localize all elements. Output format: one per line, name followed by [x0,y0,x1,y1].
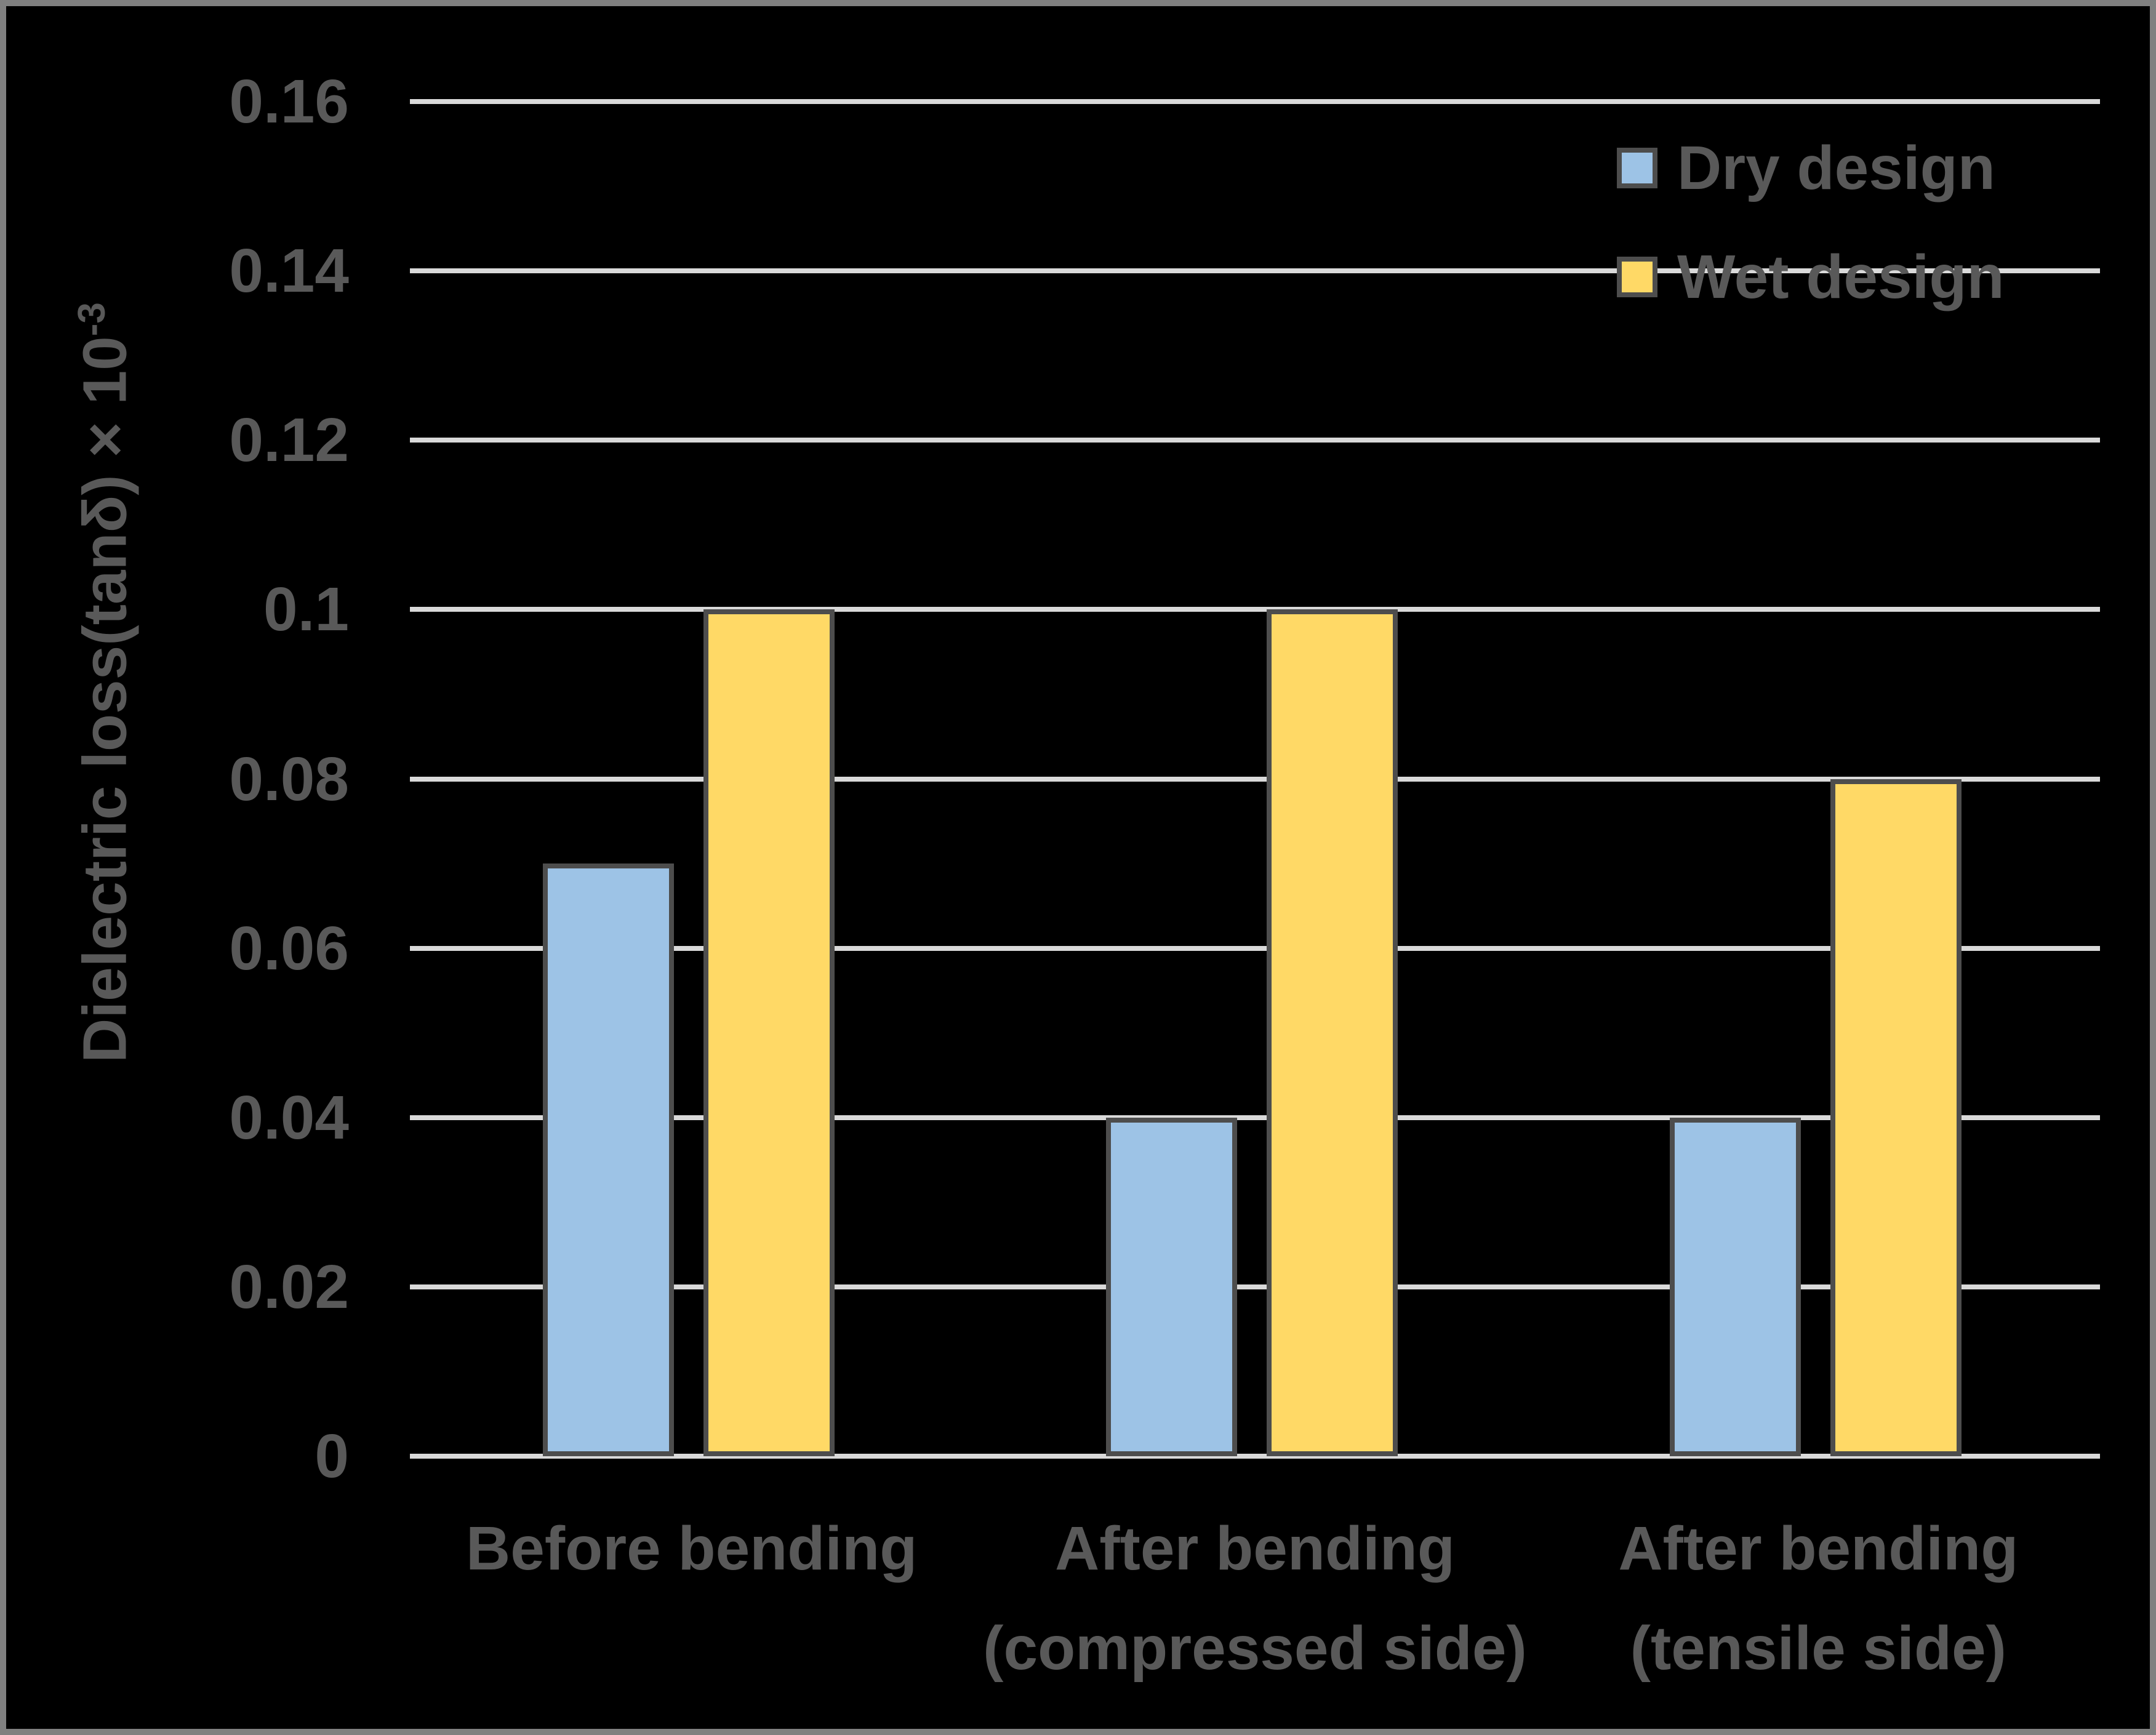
gridline-y-0.12 [410,438,2100,443]
bar-wet-design-cat3 [1830,779,1962,1456]
y-tick-label-0.04: 0.04 [229,1083,349,1152]
gridline-y-0.02 [410,1284,2100,1289]
x-category-label-1: Before bending [410,1499,973,1598]
legend-item-dry-design: Dry design [1617,134,1995,202]
gridline-y-0.14 [410,268,2100,274]
x-category-label-line: Before bending [465,1514,918,1583]
x-category-label-line: (tensile side) [1630,1614,2006,1683]
bar-dry-design-cat2 [1106,1117,1238,1456]
y-tick-label-0.06: 0.06 [229,913,349,983]
legend-label-dry-design: Dry design [1677,133,1995,202]
x-category-label-2: After bending (compressed side) [973,1499,1536,1698]
y-tick-label-0.1: 0.1 [263,575,349,644]
x-category-label-line: (compressed side) [983,1614,1527,1683]
bar-wet-design-cat1 [703,609,835,1456]
y-tick-label-0: 0 [315,1422,349,1491]
bar-dry-design-cat1 [543,863,674,1456]
y-tick-label-0.08: 0.08 [229,744,349,814]
gridline-y-0.06 [410,945,2100,951]
gridline-y-0.16 [410,99,2100,104]
bar-dry-design-cat3 [1669,1117,1801,1456]
bar-wet-design-cat2 [1267,609,1398,1456]
y-tick-label-0.16: 0.16 [229,67,349,136]
gridline-y-0.04 [410,1115,2100,1120]
legend-item-wet-design: Wet design [1617,242,2005,311]
x-category-label-line: After bending [1618,1514,2019,1583]
gridline-y-0.1 [410,607,2100,612]
y-tick-label-0.02: 0.02 [229,1252,349,1321]
legend-swatch-dry-design [1617,148,1657,188]
gridline-y-0.08 [410,776,2100,782]
legend-label-wet-design: Wet design [1677,242,2005,311]
x-category-label-line: After bending [1055,1514,1455,1583]
y-tick-label-0.14: 0.14 [229,236,349,306]
gridline-y-0 [410,1454,2100,1459]
legend-swatch-wet-design [1617,257,1657,297]
plot-area [410,99,2100,1459]
x-category-label-3: After bending (tensile side) [1537,1499,2100,1698]
y-tick-label-0.12: 0.12 [229,406,349,475]
